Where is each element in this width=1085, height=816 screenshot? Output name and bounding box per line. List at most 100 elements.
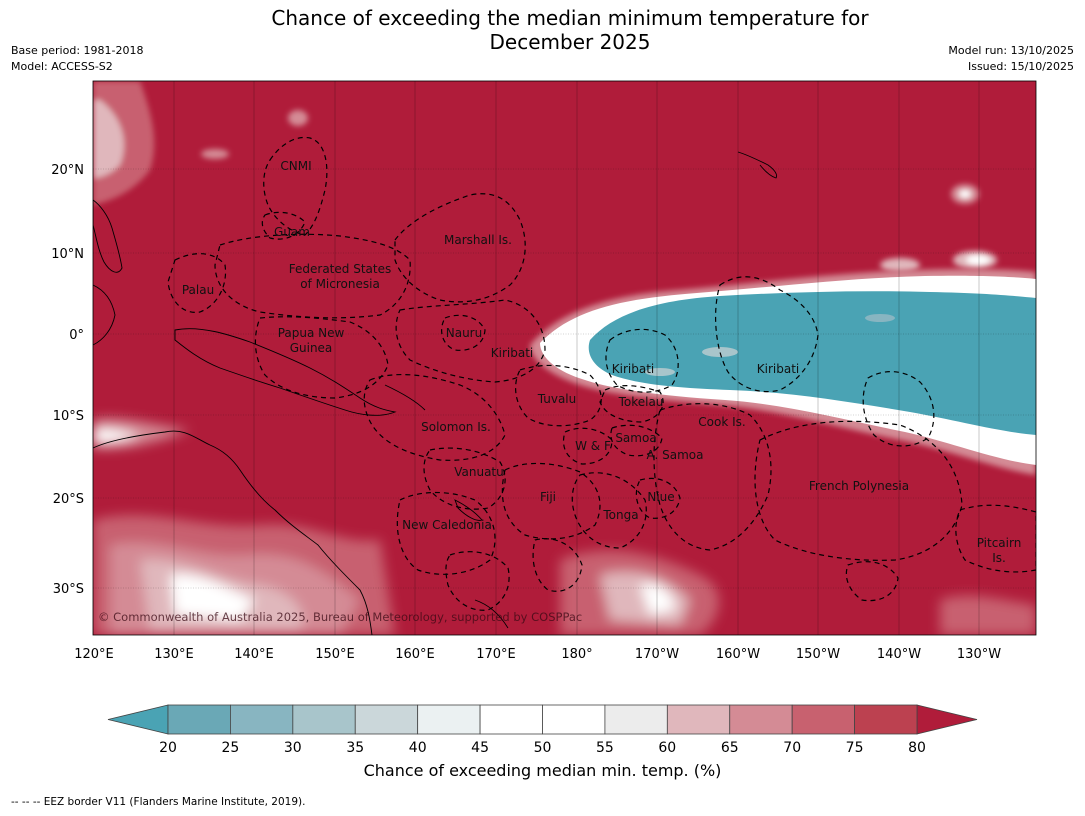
colorbar-swatch xyxy=(230,704,294,735)
region-label: Nauru xyxy=(446,326,482,340)
new-guinea-coast xyxy=(174,328,397,416)
hawaii-coast xyxy=(737,151,778,179)
region-labels: CNMI Guam Marshall Is. Federated States … xyxy=(182,159,1021,565)
colorbar-swatch xyxy=(167,704,231,735)
lon-label: 150°W xyxy=(796,647,840,662)
eez-norfolk xyxy=(445,551,510,611)
eez-png xyxy=(254,316,389,399)
lon-label: 140°E xyxy=(234,647,274,662)
region-label: Marshall Is. xyxy=(444,233,512,247)
lat-label: 0° xyxy=(69,328,84,343)
lon-label: 160°E xyxy=(395,647,435,662)
south-pale-field xyxy=(93,418,1036,635)
colorbar-swatch xyxy=(791,704,855,735)
lat-label: 10°N xyxy=(51,247,84,262)
region-label: A. Samoa xyxy=(647,448,704,462)
eez-vanuatu xyxy=(423,447,506,510)
eez-south xyxy=(845,561,899,602)
colorbar-label: Chance of exceeding median min. temp. (%… xyxy=(363,761,722,780)
eez-niue xyxy=(635,477,681,519)
colorbar-tick: 75 xyxy=(846,740,864,756)
eez-footnote: -- -- -- EEZ border V11 (Flanders Marine… xyxy=(11,796,306,808)
copyright-text: © Commonwealth of Australia 2025, Bureau… xyxy=(98,610,582,624)
meta-right: Model run: 13/10/2025 Issued: 15/10/2025 xyxy=(948,43,1074,75)
region-label: Samoa xyxy=(615,431,656,445)
eez-fsm xyxy=(214,233,411,319)
colorbar-tick: 60 xyxy=(658,740,676,756)
borneo-coast xyxy=(93,284,116,346)
region-label: Guam xyxy=(274,225,310,239)
region-label: Fiji xyxy=(540,490,556,504)
colorbar-tick: 70 xyxy=(783,740,801,756)
region-label: Is. xyxy=(992,551,1006,565)
region-label: New Caledonia xyxy=(402,518,492,532)
colorbar-low-extend xyxy=(107,704,169,735)
colorbar-swatch xyxy=(292,704,356,735)
model-name: Model: ACCESS-S2 xyxy=(11,60,113,73)
colorbar-swatch xyxy=(729,704,793,735)
region-label: Kiribati xyxy=(491,346,533,360)
region-label: Palau xyxy=(182,283,214,297)
colorbar-swatch xyxy=(417,704,481,735)
eez-guam xyxy=(261,211,306,240)
colorbar-tick: 65 xyxy=(721,740,739,756)
lat-label: 30°S xyxy=(53,582,84,597)
colorbar-tick: 20 xyxy=(159,740,177,756)
region-label: Tuvalu xyxy=(537,392,577,406)
eez-tokelau xyxy=(599,385,664,423)
colorbar-tick: 55 xyxy=(596,740,614,756)
region-label: Tonga xyxy=(602,508,638,522)
eez-marquesas xyxy=(862,371,935,447)
colorbar-swatch xyxy=(666,704,731,735)
eez-tuvalu xyxy=(514,364,602,427)
region-label: Niue xyxy=(647,490,674,504)
colorbar-tick: 80 xyxy=(908,740,926,756)
colorbar-swatches xyxy=(167,704,918,735)
eez-samoa xyxy=(610,424,663,457)
base-period: Base period: 1981-2018 xyxy=(11,44,144,57)
lon-label: 140°W xyxy=(877,647,921,662)
colorbar-tick: 45 xyxy=(471,740,489,756)
region-label: Pitcairn xyxy=(977,536,1022,550)
colorbar-tick: 35 xyxy=(346,740,364,756)
model-run: Model run: 13/10/2025 xyxy=(948,44,1074,57)
lon-label: 180° xyxy=(561,647,592,662)
lat-labels: 20°N 10°N 0° 10°S 20°S 30°S xyxy=(51,163,84,597)
region-label: Federated States xyxy=(289,262,391,276)
eez-new-caledonia xyxy=(396,491,496,575)
colorbar-tick: 40 xyxy=(409,740,427,756)
colorbar: 20 25 30 35 40 45 50 55 60 65 70 75 80 xyxy=(107,704,978,756)
region-label: Kiribati xyxy=(612,362,654,376)
lon-label: 130°W xyxy=(957,647,1001,662)
colorbar-swatch xyxy=(354,704,419,735)
colorbar-swatch xyxy=(542,704,606,735)
region-label: Vanuatu xyxy=(454,465,504,479)
eez-nauru xyxy=(441,314,486,351)
region-label: CNMI xyxy=(280,159,311,173)
lon-labels: 120°E 130°E 140°E 150°E 160°E 170°E 180°… xyxy=(74,647,1001,662)
colorbar-tick: 30 xyxy=(284,740,302,756)
eez-tonga xyxy=(571,472,647,549)
lat-label: 20°N xyxy=(51,163,84,178)
colorbar-swatch xyxy=(604,704,668,735)
new-caledonia-coast xyxy=(454,499,483,521)
lat-label: 20°S xyxy=(53,492,84,507)
australia-coast xyxy=(93,430,373,635)
chart-title: Chance of exceeding the median minimum t… xyxy=(0,6,1085,54)
eez-cnmi xyxy=(263,136,328,236)
map-panel: CNMI Guam Marshall Is. Federated States … xyxy=(93,81,1036,635)
solomon-coast xyxy=(384,384,426,411)
eez-kermadec xyxy=(532,538,583,592)
eez-kiribati-line xyxy=(715,276,819,393)
region-label: Papua New xyxy=(278,326,345,340)
colorbar-tick: 50 xyxy=(534,740,552,756)
colorbar-swatch xyxy=(479,704,543,735)
graticule xyxy=(93,81,1036,635)
region-label: French Polynesia xyxy=(809,479,909,493)
map-frame xyxy=(92,80,1037,636)
eez-palau xyxy=(167,253,227,313)
north-pale-field xyxy=(93,81,997,272)
colorbar-tick: 25 xyxy=(221,740,239,756)
meta-left: Base period: 1981-2018 Model: ACCESS-S2 xyxy=(11,43,143,75)
lon-label: 160°W xyxy=(716,647,760,662)
